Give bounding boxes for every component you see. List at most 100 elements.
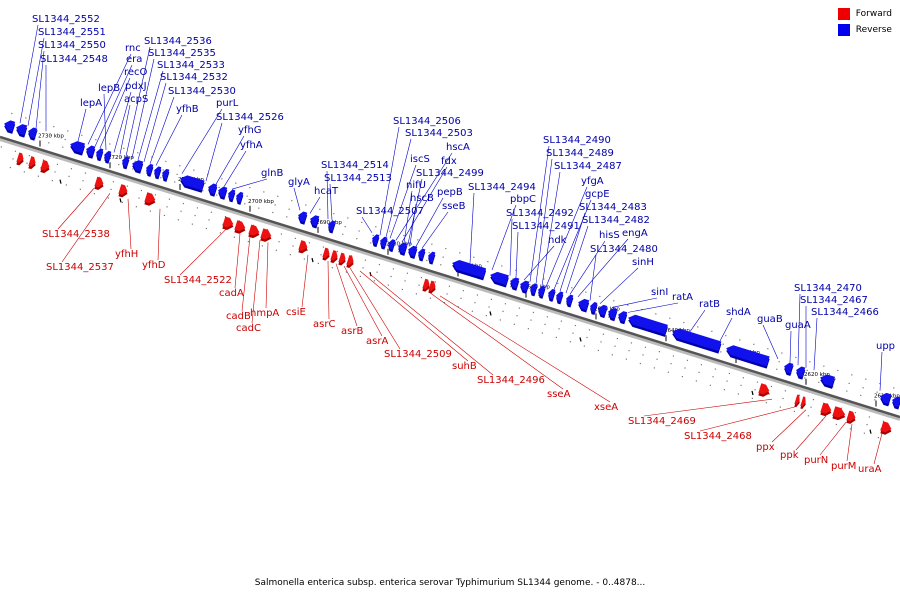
frame-dot — [342, 233, 344, 235]
frame-dot — [656, 358, 658, 360]
label-sl1344-2466: SL1344_2466 — [811, 307, 879, 318]
label-sl1344-2499: SL1344_2499 — [416, 168, 484, 179]
frame-dot — [672, 355, 675, 357]
gene-rev-21 — [380, 236, 388, 248]
tick-label: 2690 kbp — [316, 220, 342, 226]
leader-iscs — [389, 164, 417, 239]
gene-rev-1 — [16, 124, 28, 136]
frame-dot — [378, 263, 381, 266]
frame-dot — [120, 156, 122, 158]
frame-dot — [417, 239, 419, 241]
leader-sl1344-2489 — [535, 158, 553, 284]
frame-dot — [473, 256, 475, 258]
gene-rev-25 — [418, 248, 426, 259]
label-hiss: hisS — [599, 230, 620, 241]
leader-ppk — [795, 415, 827, 451]
frame-dot — [109, 143, 111, 145]
frame-dot — [25, 117, 27, 119]
gene-labels: SL1344_2552 SL1344_2551 SL1344_2550 SL1344_… — [32, 14, 895, 475]
frame-dot — [376, 271, 378, 273]
frame-dot — [698, 371, 700, 373]
gene-rev-47 — [880, 392, 892, 404]
gene-rev-19 — [328, 220, 336, 231]
frame-dot — [179, 165, 181, 167]
label-ndk: ndk — [548, 235, 567, 246]
leader-sl1344-2535 — [131, 58, 155, 159]
gene-rev-23 — [398, 242, 408, 254]
legend-label-reverse: Reverse — [855, 25, 892, 35]
frame-dot — [488, 306, 490, 308]
gene-rev-45 — [796, 366, 806, 378]
leader-ratb — [689, 309, 706, 332]
frame-dot — [768, 393, 770, 395]
frame-dot — [558, 328, 560, 330]
frame-dot — [263, 191, 265, 193]
frame-dot — [457, 306, 459, 308]
leader-rnc — [87, 53, 132, 145]
label-cada: cadA — [219, 288, 244, 299]
label-sl1344-2506: SL1344_2506 — [393, 116, 461, 127]
leader-acps — [119, 104, 131, 155]
frame-dot — [583, 345, 585, 347]
label-xsea: xseA — [594, 402, 618, 413]
gene-rev-3 — [70, 141, 86, 154]
frame-dot — [543, 278, 545, 280]
frame-dot — [286, 216, 288, 218]
frame-dot — [711, 330, 713, 332]
frame-dot — [776, 368, 778, 370]
gene-rev-27 — [452, 260, 487, 278]
label-nifu: nifU — [406, 180, 426, 191]
label-hscb: hscB — [410, 193, 434, 204]
frame-dot — [865, 378, 867, 380]
label-pdxj: pdxJ — [125, 81, 147, 92]
frame-dot — [244, 203, 246, 205]
frame-dot — [110, 188, 112, 191]
leader-sl1344-2552 — [19, 24, 39, 124]
leader-hsca — [395, 152, 453, 241]
strand-legend: Forward Reverse — [837, 8, 892, 40]
frame-dot — [387, 284, 389, 286]
tick-label: 2720 kbp — [108, 155, 134, 161]
frame-dot — [51, 179, 53, 182]
frame-dot — [375, 226, 377, 228]
frame-dot — [585, 291, 587, 293]
gene-fwd-5 — [144, 192, 156, 204]
label-sl1344-2492: SL1344_2492 — [506, 208, 574, 219]
frame-dot — [442, 256, 444, 258]
legend-item-forward: Forward — [837, 8, 892, 20]
label-reco: recO — [124, 67, 148, 78]
frame-dot — [95, 139, 97, 141]
frame-dot — [64, 138, 66, 141]
gene-fwd-0 — [16, 152, 24, 163]
frame-dot — [874, 399, 876, 401]
frame-dot — [742, 377, 745, 379]
gene-rev-42 — [672, 328, 722, 352]
frame-dot — [879, 382, 881, 385]
label-glnb: glnB — [261, 168, 283, 179]
gene-rev-5 — [96, 148, 104, 159]
gene-rev-11 — [162, 168, 170, 180]
label-guab: guaB — [757, 314, 783, 325]
gene-rev-40 — [618, 311, 628, 322]
label-glya: glyA — [288, 177, 310, 188]
gene-rev-38 — [598, 304, 608, 316]
gene-fwd-6 — [222, 216, 234, 228]
tick-2690-kbp: 2690 kbp — [316, 220, 342, 233]
frame-dot — [504, 303, 507, 305]
leader-sl1344-2487 — [541, 171, 561, 286]
gene-fwd-1 — [28, 156, 36, 167]
forward-swatch — [837, 8, 850, 20]
frame-dot — [837, 369, 839, 372]
backbone-shadow — [0, 137, 900, 421]
gene-stub — [119, 198, 122, 203]
frame-dot — [610, 308, 612, 311]
frame-dot — [272, 211, 274, 214]
leader-sl1344-2514 — [326, 170, 329, 220]
label-sl1344-2537: SL1344_2537 — [46, 262, 114, 273]
leader-sl1344-2507 — [361, 216, 373, 233]
frame-dot — [249, 186, 251, 189]
frame-dot — [614, 345, 616, 347]
gene-rev-39 — [608, 307, 618, 319]
legend-item-reverse: Reverse — [837, 24, 892, 36]
frame-dot — [712, 376, 714, 378]
